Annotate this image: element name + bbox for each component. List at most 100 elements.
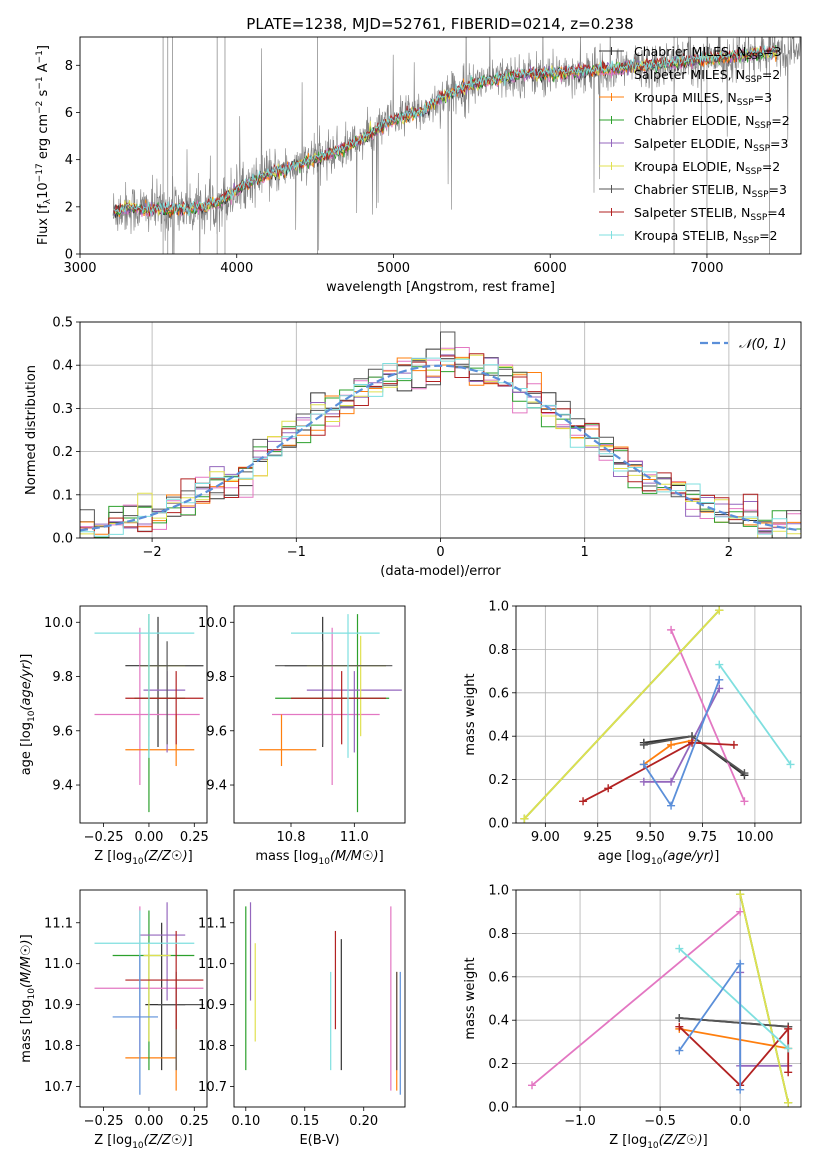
gaussian-reference-curve: [80, 364, 801, 532]
y-tick-label: 0.8: [488, 927, 509, 942]
y-tick-label: 1.0: [488, 600, 509, 615]
mass-weight-point: [729, 740, 738, 749]
mass-weight-point: [604, 784, 613, 793]
mass-weight-line: [670, 629, 746, 802]
x-axis-label: Z [log10(Z/Z☉)]: [94, 849, 192, 867]
mass-weight-point: [639, 760, 648, 769]
legend-entry: 𝒩(0, 1): [739, 337, 786, 352]
mass-weight-point: [675, 1046, 684, 1055]
mass-weight-line: [739, 972, 789, 1067]
mass-weight-point: [639, 740, 648, 749]
y-tick-label: 0.8: [488, 643, 509, 658]
mass-weight-point: [667, 740, 676, 749]
mass-weight-point: [784, 1044, 793, 1053]
y-tick-label: 0.6: [488, 970, 509, 985]
mass-weight-point: [784, 1098, 793, 1107]
axes-spectrum: 3000 4000 5000 6000 7000 0 2 4 6 8 wavelength [Ang…: [35, 36, 802, 295]
mass-weight-point: [784, 1024, 793, 1033]
mass-weight-point: [675, 944, 684, 953]
plot-area-mass-vs-Z: [94, 902, 204, 1095]
plot-area-spectrum: [112, 37, 801, 254]
mass-weight-line: [679, 1028, 789, 1050]
y-axis-label: mass [log10(M/M☉)]: [19, 934, 37, 1062]
y-tick-label: 10.9: [198, 998, 227, 1013]
mass-weight-line: [582, 741, 734, 803]
mass-weight-line: [531, 911, 741, 1086]
mass-weight-point: [736, 1085, 745, 1094]
x-tick-label: −1.0: [564, 1114, 596, 1129]
y-tick-label: 2: [65, 200, 73, 215]
mass-weight-line: [679, 1017, 789, 1028]
y-tick-label: 9.8: [206, 670, 227, 685]
x-axis-label: age [log10(age/yr)]: [598, 849, 720, 867]
mass-weight-point: [736, 959, 745, 968]
legend-entry: Salpeter STELIB, NSSP=4: [634, 205, 786, 223]
x-tick-label: 10.00: [736, 830, 773, 845]
axes-age-vs-Z: −0.25 0.00 0.25 9.4 9.6 9.8 10.0 Z [log10(Z/Z☉)…: [19, 605, 209, 867]
mass-weight-line: [678, 947, 789, 1050]
axes-frame: [515, 889, 802, 1108]
y-tick-label: 10.0: [198, 616, 227, 631]
x-tick-label: 10.8: [277, 830, 306, 845]
x-tick-label: 7000: [690, 261, 723, 276]
x-tick-label: 2: [725, 545, 733, 560]
x-tick-label: −0.5: [644, 1114, 676, 1129]
y-tick-label: 9.4: [206, 779, 227, 794]
x-tick-label: 3000: [63, 261, 96, 276]
mass-weight-point: [715, 675, 724, 684]
axes-frame: [79, 36, 802, 255]
y-tick-label: 11.1: [198, 916, 227, 931]
mass-weight-line: [718, 664, 792, 765]
y-tick-label: 10.9: [44, 998, 73, 1013]
x-axis-label: Z [log10(Z/Z☉)]: [609, 1133, 707, 1151]
legend-entry: Kroupa STELIB, NSSP=2: [634, 228, 778, 246]
x-tick-label: 0.25: [180, 1114, 209, 1129]
y-tick-label: 1.0: [488, 884, 509, 899]
y-axis-label: Flux [fλ10−17 erg cm−2 s−1 A−1]: [35, 45, 53, 245]
y-tick-label: 9.4: [52, 779, 73, 794]
mass-weight-point: [740, 769, 749, 778]
y-tick-label: 0.2: [488, 773, 509, 788]
mass-weight-point: [736, 907, 745, 916]
x-tick-label: 0.0: [730, 1114, 751, 1129]
legend-entry: Kroupa ELODIE, NSSP=2: [634, 159, 780, 177]
mass-weight-point: [675, 1014, 684, 1023]
y-tick-label: 9.8: [52, 670, 73, 685]
x-tick-label: −1: [287, 545, 306, 560]
x-tick-label: −0.25: [84, 830, 124, 845]
axes-frame: [79, 605, 208, 824]
x-tick-label: 9.50: [636, 830, 665, 845]
y-tick-label: 0.2: [488, 1057, 509, 1072]
y-tick-label: 11.0: [198, 957, 227, 972]
y-tick-label: 0.6: [488, 686, 509, 701]
y-tick-label: 4: [65, 153, 73, 168]
y-tick-label: 0: [65, 248, 73, 263]
y-tick-label: 11.0: [44, 957, 73, 972]
legend-entry: Salpeter ELODIE, NSSP=3: [634, 136, 788, 154]
axes-weight-vs-age: 9.00 9.25 9.50 9.75 10.00 0.0 0.2 0.4 0.6 0.8 1.0 a…: [463, 600, 802, 867]
y-tick-label: 10.8: [44, 1039, 73, 1054]
axes-frame: [79, 321, 802, 539]
x-tick-label: 0.00: [134, 1114, 163, 1129]
mass-weight-point: [740, 797, 749, 806]
plot-area-age-vs-Z: [94, 614, 204, 813]
y-tick-label: 10.0: [44, 616, 73, 631]
y-tick-label: 0.4: [488, 730, 509, 745]
x-axis-label: mass [log10(M/M☉)]: [255, 849, 383, 867]
mass-weight-point: [667, 801, 676, 810]
x-tick-label: 9.00: [531, 830, 560, 845]
mass-weight-point: [528, 1081, 537, 1090]
x-axis-label: (data-model)/error: [380, 564, 501, 579]
mass-weight-line: [739, 894, 790, 1103]
y-tick-label: 0.4: [488, 1014, 509, 1029]
mass-weight-line: [678, 960, 742, 1090]
mass-weight-point: [667, 625, 676, 634]
y-tick-label: 11.1: [44, 916, 73, 931]
y-tick-label: 9.6: [52, 724, 73, 739]
x-tick-label: 9.25: [583, 830, 612, 845]
x-tick-label: 0.10: [231, 1114, 260, 1129]
x-tick-label: 11.0: [340, 830, 369, 845]
axes-frame: [233, 605, 406, 824]
x-tick-label: 0: [436, 545, 444, 560]
